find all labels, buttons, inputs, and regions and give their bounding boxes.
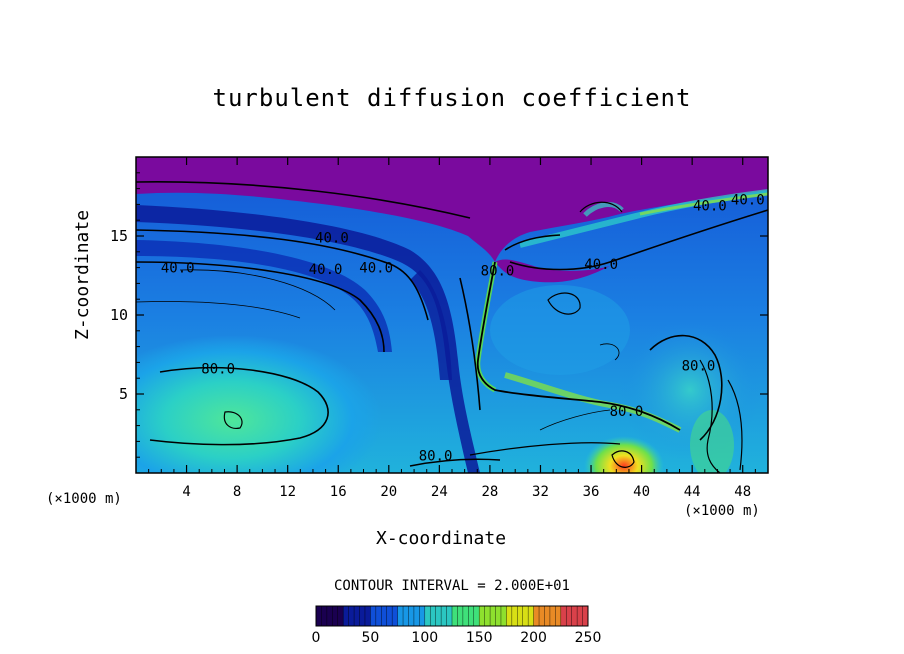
colorbar-segment (560, 606, 589, 626)
x-tick-label: 16 (330, 484, 347, 500)
x-tick-label: 28 (481, 484, 498, 500)
contour-label: 40.0 (315, 230, 349, 246)
y-tick-label: 5 (119, 385, 128, 403)
contour-label: 40.0 (693, 199, 727, 215)
chart-title: turbulent diffusion coefficient (212, 84, 692, 112)
x-tick-label: 40 (633, 484, 650, 500)
x-axis-label: X-coordinate (376, 528, 507, 549)
x-tick-label: 44 (684, 484, 701, 500)
y-tick-label: 10 (110, 306, 128, 324)
contour-labels: 40.040.0 40.040.080.080.080.080.080.040.0… (161, 192, 765, 464)
contour-label: 80.0 (201, 361, 235, 377)
contour-label: 80.0 (682, 358, 716, 374)
x-tick-label: 20 (380, 484, 397, 500)
colorbar-frame (315, 605, 589, 627)
colorbar-segment (316, 606, 344, 626)
x-tick-label: 4 (182, 484, 190, 500)
heatmap-field (136, 157, 768, 473)
contour-label: 40.0 (309, 262, 343, 278)
colorbar-tick-label: 150 (466, 630, 493, 646)
colorbar-segment (343, 606, 371, 626)
colorbar-segment (424, 606, 453, 626)
x-tick-label: 12 (279, 484, 296, 500)
colorbar-segment (533, 606, 562, 626)
colorbar-tick-label: 0 (312, 630, 321, 646)
colorbar-tick-label: 50 (361, 630, 379, 646)
colorbar-tick-label: 250 (575, 630, 602, 646)
y-tick-label: 15 (110, 227, 128, 245)
x-tick-label: 8 (233, 484, 241, 500)
contour-label: 80.0 (610, 404, 644, 420)
x-unit-label: (×1000 m) (684, 503, 760, 519)
contour-interval-text: CONTOUR INTERVAL = 2.000E+01 (333, 578, 570, 594)
x-tick-label: 24 (431, 484, 448, 500)
colorbar: 0 50 100 150 200 250 (312, 605, 602, 646)
colorbar-tick-label: 100 (411, 630, 438, 646)
colorbar-segment (506, 606, 535, 626)
x-tick-label: 36 (583, 484, 600, 500)
z-unit-label: (×1000 m) (46, 491, 122, 507)
contour-label: 40.0 (584, 257, 618, 273)
contour-lines (136, 181, 768, 473)
y-axis-label: Z-coordinate (72, 209, 93, 340)
x-tick-label: 48 (734, 484, 751, 500)
colorbar-segment (397, 606, 426, 626)
contour-label: 40.0 (731, 192, 765, 208)
contour-label: 40.0 (359, 260, 393, 276)
contour-label: 40.0 (161, 260, 195, 276)
x-tick-label: 32 (532, 484, 549, 500)
colorbar-segment (370, 606, 399, 626)
colorbar-segment (479, 606, 507, 626)
colorbar-segment (452, 606, 480, 626)
colorbar-tick-label: 200 (520, 630, 547, 646)
contour-label: 80.0 (419, 448, 453, 464)
contour-label: 80.0 (481, 264, 515, 280)
